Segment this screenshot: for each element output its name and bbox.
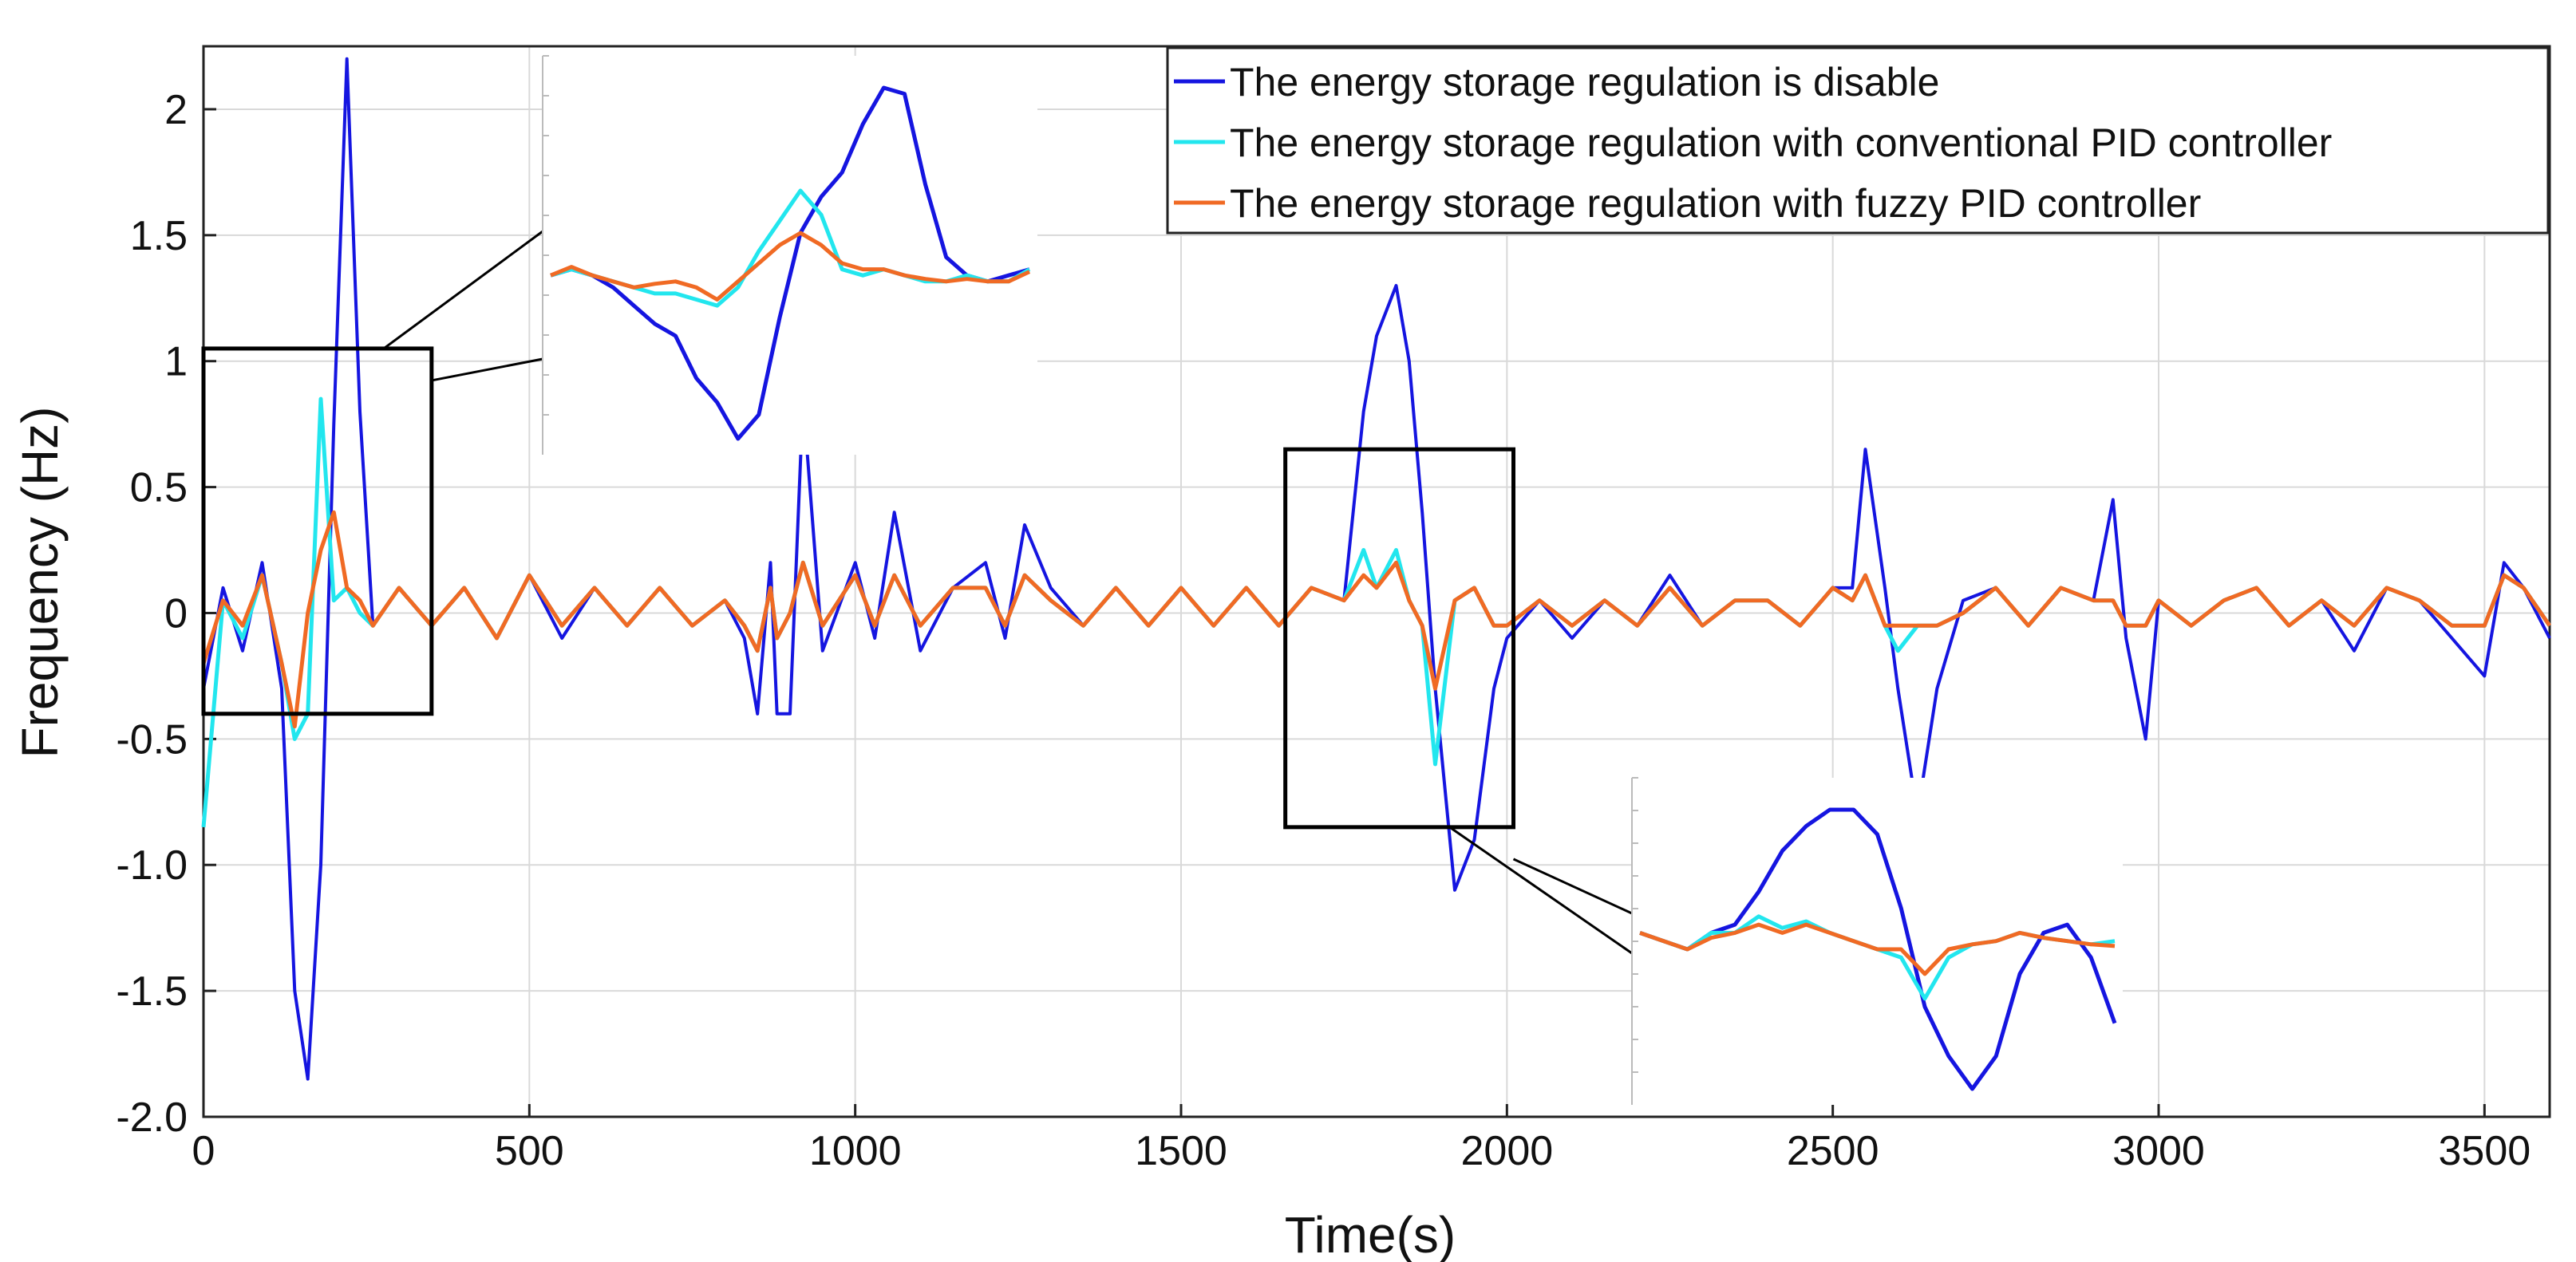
legend-label-2: The energy storage regulation with conve… [1230, 120, 2332, 165]
legend-label-1: The energy storage regulation is disable [1230, 60, 1939, 105]
y-tick-label: 1 [164, 339, 188, 385]
y-axis-title: Frequency (Hz) [11, 407, 69, 759]
zoom-connector [1512, 858, 1633, 915]
x-tick-label: 1000 [809, 1128, 902, 1174]
x-tick-label: 1500 [1135, 1128, 1227, 1174]
y-tick-label: 0 [164, 590, 188, 637]
x-axis-title: Time(s) [1285, 1206, 1456, 1262]
y-tick-label: 1.5 [130, 213, 188, 259]
zoom-inset-panel [543, 56, 1037, 455]
zoom-connector [382, 230, 543, 350]
y-tick-label: -0.5 [116, 716, 188, 763]
y-tick-label: -2.0 [116, 1094, 188, 1141]
legend-label-3: The energy storage regulation with fuzzy… [1230, 181, 2201, 226]
zoom-insets [201, 55, 2123, 1105]
y-tick-label: -1.5 [116, 968, 188, 1015]
zoom-source-box [201, 346, 434, 716]
zoom-inset-line-3 [1639, 922, 2116, 976]
legend: The energy storage regulation is disable… [1166, 46, 2550, 235]
series-line-3 [201, 510, 2552, 729]
x-tick-label: 0 [192, 1128, 215, 1174]
zoom-inset-line-1 [550, 85, 1030, 441]
zoom-connector [431, 357, 543, 382]
zoom-inset-line-1 [1639, 807, 2117, 1091]
zoom-source-box [1283, 447, 1515, 830]
zoom-connector [1448, 826, 1633, 955]
x-tick-label: 500 [495, 1128, 564, 1174]
x-tick-label: 2000 [1460, 1128, 1553, 1174]
x-tick-label: 3500 [2438, 1128, 2531, 1174]
y-tick-label: 2 [164, 87, 188, 133]
y-tick-label: -1.0 [116, 842, 188, 889]
x-tick-label: 2500 [1787, 1128, 1879, 1174]
legend-box [1166, 46, 2550, 235]
y-tick-label: 0.5 [130, 465, 188, 511]
zoom-inset-line-3 [550, 231, 1031, 302]
x-tick-label: 3000 [2112, 1128, 2205, 1174]
